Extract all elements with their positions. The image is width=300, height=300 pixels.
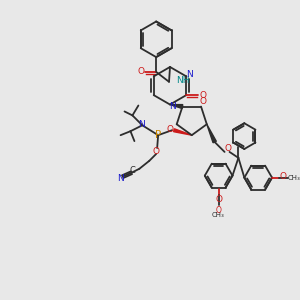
Text: O: O [200, 91, 207, 100]
Text: O: O [167, 125, 173, 134]
Text: N: N [169, 102, 176, 111]
Text: CH₃: CH₃ [211, 212, 224, 218]
Polygon shape [174, 129, 192, 135]
Text: O: O [153, 148, 160, 157]
Text: O: O [138, 68, 145, 76]
Text: O: O [200, 97, 206, 106]
Polygon shape [170, 104, 183, 109]
Text: O: O [216, 206, 222, 215]
Text: O: O [224, 145, 231, 154]
Text: CH₃: CH₃ [287, 175, 300, 181]
Text: N: N [138, 120, 145, 129]
Polygon shape [207, 124, 216, 143]
Text: N: N [186, 70, 193, 79]
Text: N: N [117, 174, 124, 183]
Text: C: C [130, 166, 135, 175]
Text: NH: NH [176, 76, 189, 85]
Text: O: O [215, 195, 222, 204]
Text: O: O [279, 172, 286, 181]
Text: P: P [155, 130, 161, 140]
